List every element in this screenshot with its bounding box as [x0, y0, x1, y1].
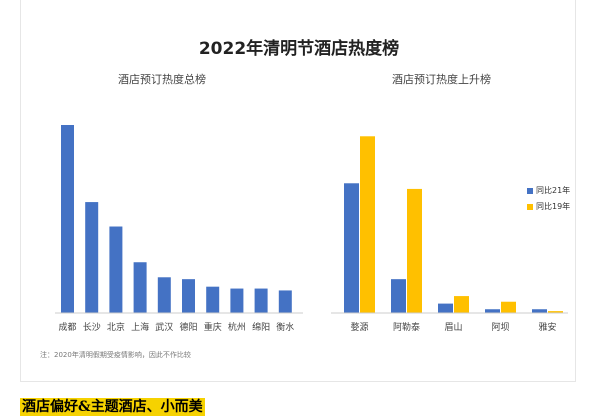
bar-眉山-1: [438, 303, 453, 313]
bar-眉山-2: [454, 296, 469, 313]
bar-杭州: [230, 288, 244, 313]
bar-德阳: [182, 279, 195, 313]
bar-重庆: [206, 286, 220, 313]
footnote: 注：2020年清明假期受疫情影响，因此不作比较: [40, 351, 191, 359]
right-chart-bars: 婺源 阿勒泰 眉山 阿坝 雅安: [344, 136, 563, 333]
x-tick-label: 武汉: [155, 321, 173, 333]
legend-label-series-1: 同比21年: [536, 186, 571, 195]
x-tick-label: 眉山: [444, 322, 462, 333]
right-chart-title: 酒店预订热度上升榜: [392, 73, 491, 86]
legend-item-series-1: 同比21年: [527, 185, 570, 196]
bar-婺源-1: [344, 183, 359, 313]
chart-card: [20, 0, 576, 382]
x-tick-label: 北京: [107, 321, 125, 333]
bar-衡水: [278, 290, 292, 313]
left-chart-title: 酒店预订热度总榜: [118, 73, 206, 86]
x-tick-label: 婺源: [350, 322, 368, 333]
bar-北京: [109, 226, 123, 313]
page-title: 2022年清明节酒店热度榜: [198, 39, 400, 59]
bar-阿坝-1: [485, 309, 500, 313]
x-tick-label: 重庆: [204, 321, 222, 333]
x-tick-label: 上海: [131, 321, 149, 333]
x-tick-label: 雅安: [538, 321, 556, 333]
bar-上海: [133, 262, 147, 313]
bar-婺源-2: [360, 136, 375, 313]
bar-武汉: [157, 277, 171, 313]
legend-swatch-blue: [527, 187, 533, 194]
bar-阿坝-2: [501, 301, 516, 313]
bar-阿勒泰-1: [391, 279, 406, 313]
bar-雅安-2: [548, 311, 563, 313]
x-tick-label: 衡水: [276, 321, 294, 333]
x-tick-label: 德阳: [179, 321, 197, 333]
bar-成都: [61, 125, 74, 313]
left-chart-bars: 成都 长沙 北京 上海 武汉 德阳 重庆 杭州 绵阳 衡水: [58, 125, 294, 333]
x-tick-label: 阿坝: [491, 322, 509, 333]
x-tick-label: 绵阳: [252, 321, 270, 333]
legend-swatch-yellow: [527, 203, 533, 210]
bar-绵阳: [254, 288, 268, 313]
bar-长沙: [85, 202, 99, 313]
x-tick-label: 成都: [58, 321, 76, 333]
x-tick-label: 杭州: [228, 321, 246, 333]
legend-item-series-2: 同比19年: [527, 201, 570, 212]
legend-label-series-2: 同比19年: [536, 202, 571, 211]
x-tick-label: 长沙: [83, 321, 101, 333]
bar-阿勒泰-2: [407, 188, 422, 313]
bar-雅安-1: [532, 309, 547, 313]
section-heading: 酒店偏好&主题酒店、小而美: [20, 398, 205, 416]
x-tick-label: 阿勒泰: [393, 321, 420, 333]
